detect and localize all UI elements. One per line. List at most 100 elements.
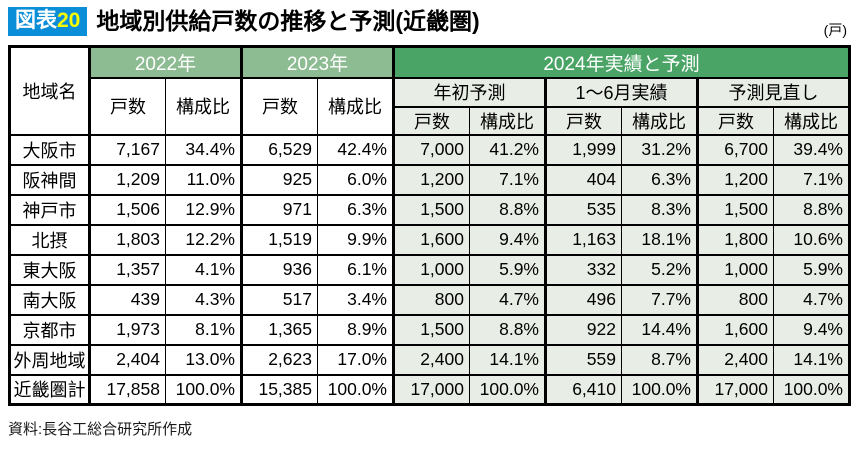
share-cell: 7.1% (773, 163, 850, 196)
share-cell: 42.4% (317, 133, 394, 166)
units-cell: 2,400 (696, 343, 774, 376)
share-cell: 34.4% (165, 133, 242, 166)
share-cell: 14.1% (469, 343, 546, 376)
units-cell: 439 (88, 283, 166, 316)
units-cell: 1,999 (544, 133, 622, 166)
units-cell: 404 (544, 163, 622, 196)
header-row-subgroups: 戸数 構成比 戸数 構成比 年初予測 1〜6月実績 予測見直し (10, 76, 850, 136)
units-cell: 1,500 (392, 193, 470, 226)
share-cell: 14.1% (773, 343, 850, 376)
units-cell: 1,163 (544, 223, 622, 256)
col-header-units-revised: 戸数 (696, 105, 774, 136)
region-cell: 神戸市 (9, 193, 90, 226)
units-cell: 559 (544, 343, 622, 376)
region-cell: 京都市 (9, 313, 90, 346)
figure-badge-number: 20 (57, 9, 81, 32)
table-body: 大阪市 7,167 34.4% 6,529 42.4% 7,000 41.2% 1,999 31… (9, 133, 850, 406)
subgroup-header-forecast: 年初予測 (392, 76, 546, 108)
units-cell: 2,400 (392, 343, 470, 376)
col-header-share-actual: 構成比 (621, 105, 698, 136)
share-cell: 100.0% (165, 373, 242, 406)
figure-badge-label: 図表 (15, 9, 57, 32)
share-cell: 31.2% (621, 133, 698, 166)
share-cell: 12.9% (165, 193, 242, 226)
share-cell: 4.7% (469, 283, 546, 316)
col-header-units-actual: 戸数 (544, 105, 622, 136)
table-row: 阪神間 1,209 11.0% 925 6.0% 1,200 7.1% 404 6.3% 1,20… (9, 163, 850, 196)
share-cell: 6.3% (621, 163, 698, 196)
units-cell: 800 (392, 283, 470, 316)
share-cell: 8.9% (317, 313, 394, 346)
share-cell: 6.1% (317, 253, 394, 286)
figure-header: 図表20 地域別供給戸数の推移と予測(近畿圏) (戸) (0, 0, 857, 40)
share-cell: 8.7% (621, 343, 698, 376)
year-header-2022: 2022年 (88, 45, 242, 79)
units-cell: 2,623 (240, 343, 318, 376)
table-row: 大阪市 7,167 34.4% 6,529 42.4% 7,000 41.2% 1,999 31… (9, 133, 850, 166)
units-cell: 1,000 (392, 253, 470, 286)
corner-header-cell: 地域名 (9, 45, 90, 136)
share-cell: 5.9% (469, 253, 546, 286)
share-cell: 5.9% (773, 253, 850, 286)
units-cell: 1,803 (88, 223, 166, 256)
units-cell: 1,519 (240, 223, 318, 256)
units-cell: 1,973 (88, 313, 166, 346)
units-cell: 1,600 (392, 223, 470, 256)
units-cell: 6,700 (696, 133, 774, 166)
share-cell: 8.8% (469, 193, 546, 226)
col-header-units-forecast: 戸数 (392, 105, 470, 136)
table-row: 東大阪 1,357 4.1% 936 6.1% 1,000 5.9% 332 5.2% 1,000… (9, 253, 850, 286)
share-cell: 12.2% (165, 223, 242, 256)
share-cell: 9.4% (773, 313, 850, 346)
table-row: 神戸市 1,506 12.9% 971 6.3% 1,500 8.8% 535 8.3% 1,50… (9, 193, 850, 226)
share-cell: 4.1% (165, 253, 242, 286)
region-cell: 阪神間 (9, 163, 90, 196)
region-cell: 北摂 (9, 223, 90, 256)
share-cell: 6.0% (317, 163, 394, 196)
units-cell: 936 (240, 253, 318, 286)
share-cell: 14.4% (621, 313, 698, 346)
year-header-2024: 2024年実績と予測 (392, 45, 850, 79)
units-cell: 17,000 (392, 373, 470, 406)
unit-label: (戸) (823, 22, 847, 38)
units-cell: 922 (544, 313, 622, 346)
share-cell: 8.8% (773, 193, 850, 226)
region-cell: 東大阪 (9, 253, 90, 286)
header-row-columns: 戸数 構成比 戸数 構成比 戸数 構成比 (10, 105, 850, 136)
region-cell: 大阪市 (9, 133, 90, 166)
units-cell: 971 (240, 193, 318, 226)
share-cell: 100.0% (469, 373, 546, 406)
subgroup-header-revised: 予測見直し (696, 76, 850, 108)
units-cell: 517 (240, 283, 318, 316)
col-header-share-forecast: 構成比 (469, 105, 546, 136)
units-cell: 332 (544, 253, 622, 286)
table-row: 京都市 1,973 8.1% 1,365 8.9% 1,500 8.8% 922 14.4% 1,… (9, 313, 850, 346)
col-header-share-revised: 構成比 (773, 105, 850, 136)
year-header-2023: 2023年 (240, 45, 394, 79)
share-cell: 4.3% (165, 283, 242, 316)
units-cell: 1,500 (392, 313, 470, 346)
col-header-share-2023: 構成比 (317, 76, 394, 136)
units-cell: 1,800 (696, 223, 774, 256)
table-row: 南大阪 439 4.3% 517 3.4% 800 4.7% 496 7.7% 800 4.7% (9, 283, 850, 316)
units-cell: 6,410 (544, 373, 622, 406)
share-cell: 6.3% (317, 193, 394, 226)
units-cell: 496 (544, 283, 622, 316)
share-cell: 39.4% (773, 133, 850, 166)
col-header-units-2022: 戸数 (88, 76, 166, 136)
table-row: 外周地域 2,404 13.0% 2,623 17.0% 2,400 14.1% 559 8.7… (9, 343, 850, 376)
share-cell: 41.2% (469, 133, 546, 166)
units-cell: 15,385 (240, 373, 318, 406)
units-cell: 1,357 (88, 253, 166, 286)
units-cell: 1,506 (88, 193, 166, 226)
table-row: 近畿圏計 17,858 100.0% 15,385 100.0% 17,000 100.0%… (9, 373, 850, 406)
share-cell: 5.2% (621, 253, 698, 286)
col-header-units-2023: 戸数 (240, 76, 318, 136)
share-cell: 8.3% (621, 193, 698, 226)
units-cell: 1,500 (696, 193, 774, 226)
units-cell: 17,000 (696, 373, 774, 406)
share-cell: 9.9% (317, 223, 394, 256)
units-cell: 7,000 (392, 133, 470, 166)
units-cell: 800 (696, 283, 774, 316)
share-cell: 7.1% (469, 163, 546, 196)
